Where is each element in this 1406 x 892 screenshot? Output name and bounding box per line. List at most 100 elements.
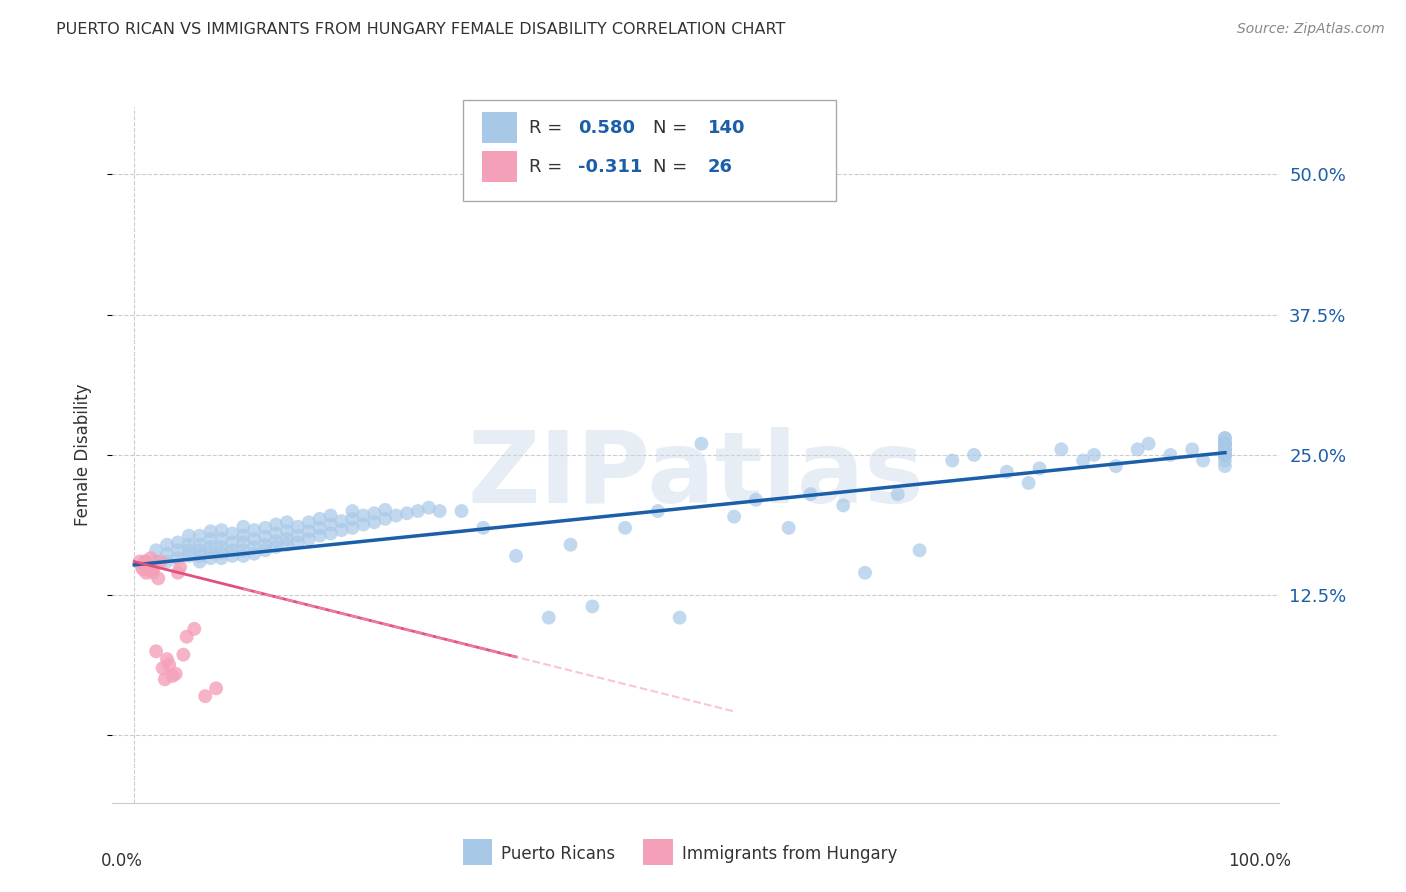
- Point: [1213, 431, 1236, 445]
- Point: [145, 543, 167, 558]
- Bar: [463, 839, 492, 865]
- Text: Source: ZipAtlas.com: Source: ZipAtlas.com: [1237, 22, 1385, 37]
- Point: [1213, 431, 1236, 445]
- Text: ZIPatlas: ZIPatlas: [468, 427, 924, 524]
- Point: [1071, 453, 1094, 467]
- Point: [450, 504, 472, 518]
- Point: [385, 508, 408, 523]
- Point: [1213, 436, 1236, 450]
- Point: [1192, 453, 1215, 467]
- Point: [128, 555, 150, 569]
- Text: 140: 140: [707, 119, 745, 136]
- Point: [668, 610, 690, 624]
- Point: [941, 453, 963, 467]
- Point: [156, 538, 179, 552]
- Point: [183, 622, 205, 636]
- Point: [232, 543, 254, 558]
- Point: [148, 571, 170, 585]
- Point: [167, 551, 190, 566]
- Point: [363, 506, 385, 520]
- Point: [1213, 459, 1236, 474]
- Point: [132, 562, 155, 576]
- Point: [995, 465, 1018, 479]
- Point: [169, 560, 191, 574]
- Point: [157, 657, 180, 672]
- Point: [221, 549, 243, 563]
- Point: [1213, 436, 1236, 450]
- Point: [153, 673, 176, 687]
- Point: [142, 566, 165, 580]
- Point: [1105, 459, 1128, 474]
- Point: [264, 526, 287, 541]
- Point: [194, 689, 217, 703]
- Point: [887, 487, 910, 501]
- Point: [1213, 436, 1236, 450]
- Point: [243, 540, 266, 554]
- Point: [232, 535, 254, 549]
- Text: 0.0%: 0.0%: [101, 852, 142, 870]
- Text: 100.0%: 100.0%: [1227, 852, 1291, 870]
- Point: [136, 558, 159, 572]
- Point: [167, 535, 190, 549]
- Point: [232, 520, 254, 534]
- Point: [135, 566, 157, 580]
- Point: [264, 534, 287, 549]
- Point: [1213, 448, 1236, 462]
- Point: [342, 504, 364, 518]
- Bar: [482, 112, 517, 144]
- Point: [232, 529, 254, 543]
- Point: [205, 681, 228, 696]
- Point: [188, 555, 211, 569]
- Point: [254, 521, 277, 535]
- Point: [505, 549, 527, 563]
- Point: [1213, 442, 1236, 457]
- Point: [211, 532, 233, 546]
- Text: 0.580: 0.580: [578, 119, 636, 136]
- Point: [287, 535, 309, 549]
- Text: N =: N =: [652, 119, 693, 136]
- Point: [276, 515, 298, 529]
- Point: [1213, 442, 1236, 457]
- Point: [1213, 448, 1236, 462]
- Point: [131, 560, 153, 574]
- Point: [264, 517, 287, 532]
- Point: [211, 545, 233, 559]
- Point: [287, 520, 309, 534]
- Point: [200, 540, 222, 554]
- Point: [276, 538, 298, 552]
- Point: [1213, 442, 1236, 457]
- Point: [406, 504, 429, 518]
- Point: [908, 543, 931, 558]
- Point: [152, 661, 174, 675]
- Point: [221, 535, 243, 549]
- Point: [352, 517, 374, 532]
- Point: [395, 506, 418, 520]
- Point: [1050, 442, 1073, 457]
- Point: [560, 538, 582, 552]
- Point: [963, 448, 986, 462]
- Point: [374, 512, 396, 526]
- Point: [319, 508, 342, 523]
- Point: [581, 599, 603, 614]
- Point: [1213, 448, 1236, 462]
- Point: [1181, 442, 1204, 457]
- Text: R =: R =: [529, 119, 568, 136]
- Point: [352, 508, 374, 523]
- Point: [211, 540, 233, 554]
- Point: [264, 540, 287, 554]
- Point: [342, 512, 364, 526]
- Point: [1213, 453, 1236, 467]
- Point: [188, 549, 211, 563]
- Point: [690, 436, 713, 450]
- Point: [799, 487, 821, 501]
- Point: [298, 532, 321, 546]
- Point: [319, 517, 342, 532]
- Point: [167, 543, 190, 558]
- Point: [723, 509, 745, 524]
- Point: [429, 504, 451, 518]
- Text: Puerto Ricans: Puerto Ricans: [501, 845, 616, 863]
- Text: N =: N =: [652, 158, 693, 176]
- Point: [165, 666, 187, 681]
- Point: [1083, 448, 1105, 462]
- Point: [200, 545, 222, 559]
